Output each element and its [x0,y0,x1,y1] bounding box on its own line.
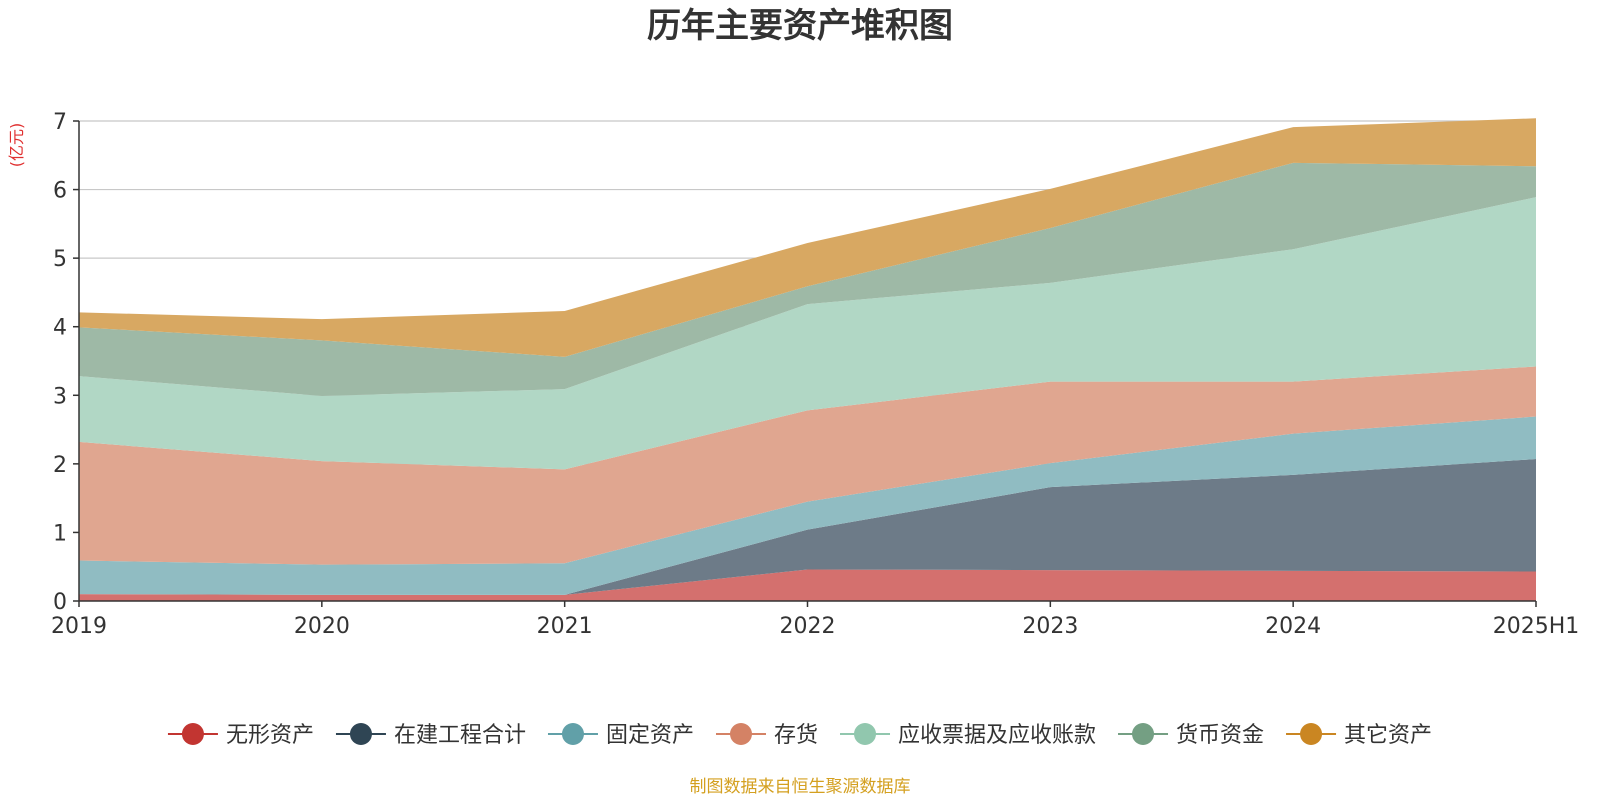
legend-marker [729,723,752,745]
legend-label: 存货 [774,723,818,748]
legend-marker [561,723,584,745]
legend-marker [1300,723,1323,745]
y-tick-label-1: 1 [53,521,67,546]
legend-item-6: 货币资金 [1118,723,1264,748]
legend-marker [1132,723,1155,745]
area-series-7 [79,118,1536,357]
x-tick-label-2019: 2019 [51,614,107,639]
legend-item-1: 无形资产 [167,723,314,748]
y-tick-label-4: 4 [53,316,67,341]
x-tick-label-2023: 2023 [1022,614,1078,639]
y-tick-label-0: 0 [53,590,67,615]
area-series-5 [79,197,1536,470]
data-source-note: 制图数据来自恒生聚源数据库 [690,777,911,797]
area-series-1 [79,569,1536,601]
legend: 无形资产 在建工程合计 固定资产 存货 应收票据及应收账款 货币资金 其它资产 [167,723,1432,748]
legend-label: 无形资产 [226,723,314,748]
axes: 0 1 2 3 4 5 6 7 2019 2020 2021 2022 2023 2024 2025H1 [51,110,1579,639]
y-tick-label-3: 3 [53,384,67,409]
legend-marker [181,723,204,745]
legend-label: 固定资产 [606,723,694,748]
legend-item-7: 其它资产 [1286,723,1432,748]
chart-title: 历年主要资产堆积图 [647,6,953,46]
area-series-4 [79,366,1536,565]
x-tick-label-2025H1: 2025H1 [1493,614,1580,639]
y-tick-label-7: 7 [53,110,67,135]
y-axis-unit-label: (亿元) [7,123,26,168]
legend-item-2: 在建工程合计 [335,723,526,748]
legend-label: 在建工程合计 [394,723,526,748]
legend-item-3: 固定资产 [547,723,694,748]
area-series-2 [79,459,1536,595]
legend-label: 其它资产 [1344,723,1432,748]
x-tick-label-2024: 2024 [1265,614,1321,639]
x-tick-label-2021: 2021 [537,614,593,639]
legend-marker [349,723,372,745]
legend-label: 货币资金 [1176,723,1264,748]
y-tick-label-2: 2 [53,453,67,478]
x-tick-label-2022: 2022 [780,614,836,639]
y-tick-label-5: 5 [53,247,67,272]
legend-label: 应收票据及应收账款 [898,723,1096,748]
legend-item-5: 应收票据及应收账款 [840,723,1096,748]
y-tick-label-6: 6 [53,179,67,204]
x-tick-label-2020: 2020 [294,614,350,639]
area-series-3 [79,416,1536,595]
stacked-areas [79,118,1536,601]
area-series-6 [79,162,1536,396]
legend-item-4: 存货 [715,723,818,748]
legend-marker [854,723,877,745]
